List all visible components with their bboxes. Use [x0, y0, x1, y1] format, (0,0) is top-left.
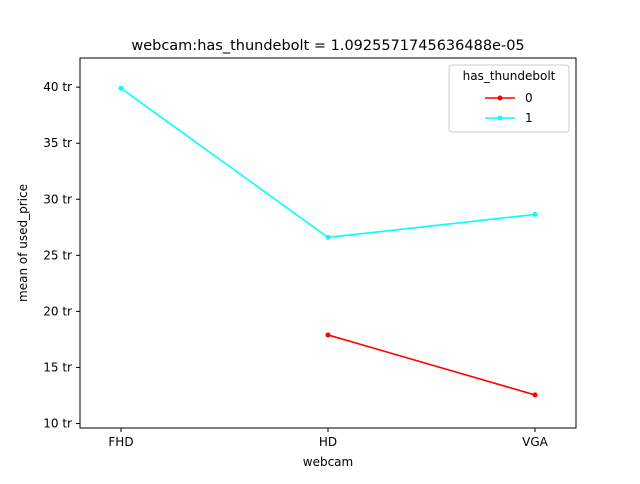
data-point	[325, 332, 331, 338]
plot-area	[118, 85, 538, 398]
data-point	[325, 234, 331, 240]
y-tick-label: 15 tr	[43, 360, 72, 374]
y-axis-label: mean of used_price	[16, 184, 30, 302]
y-tick-label: 20 tr	[43, 304, 72, 318]
x-axis: FHD HD VGA	[108, 428, 549, 449]
y-axis: 10 tr 15 tr 20 tr 25 tr 30 tr 35 tr 40 tr	[43, 80, 80, 431]
legend-title: has_thundebolt	[463, 69, 556, 83]
y-tick-label: 40 tr	[43, 80, 72, 94]
x-tick-label: VGA	[522, 435, 549, 449]
legend-marker	[497, 115, 503, 121]
chart-title: webcam:has_thundebolt = 1.09255717456364…	[131, 38, 524, 54]
legend-label: 0	[525, 91, 533, 105]
y-tick-label: 25 tr	[43, 248, 72, 262]
x-tick-label: HD	[319, 435, 337, 449]
series-0	[325, 332, 538, 398]
x-axis-label: webcam	[303, 455, 353, 469]
y-tick-label: 35 tr	[43, 136, 72, 150]
data-point	[532, 211, 538, 217]
legend-label: 1	[525, 111, 533, 125]
x-tick-label: FHD	[108, 435, 133, 449]
y-tick-label: 10 tr	[43, 417, 72, 431]
legend-marker	[497, 95, 503, 101]
legend: has_thundebolt 01	[448, 64, 570, 133]
legend-entries: 01	[485, 91, 533, 125]
y-tick-label: 30 tr	[43, 192, 72, 206]
series-line	[327, 334, 536, 396]
data-point	[532, 392, 538, 398]
data-point	[118, 85, 124, 91]
series-1	[118, 85, 538, 240]
